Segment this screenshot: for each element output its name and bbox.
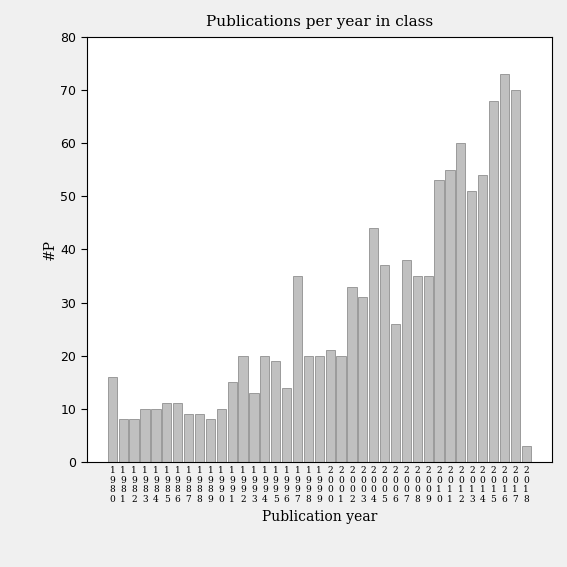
Bar — [227, 382, 237, 462]
Bar — [195, 414, 204, 462]
Bar — [478, 175, 487, 462]
Bar — [260, 356, 269, 462]
Bar — [467, 191, 476, 462]
Bar — [108, 377, 117, 462]
Bar — [489, 101, 498, 462]
Bar — [173, 404, 183, 462]
Bar — [424, 276, 433, 462]
Bar — [271, 361, 280, 462]
Bar — [434, 180, 444, 462]
Bar — [348, 287, 357, 462]
X-axis label: Publication year: Publication year — [261, 510, 377, 524]
Bar — [206, 420, 215, 462]
Bar — [522, 446, 531, 462]
Bar — [511, 90, 520, 462]
Bar — [380, 265, 390, 462]
Bar — [217, 409, 226, 462]
Bar — [151, 409, 160, 462]
Bar — [141, 409, 150, 462]
Y-axis label: #P: #P — [43, 239, 57, 260]
Bar — [249, 393, 259, 462]
Bar — [391, 324, 400, 462]
Bar — [413, 276, 422, 462]
Bar — [282, 387, 291, 462]
Bar — [162, 404, 171, 462]
Bar — [325, 350, 335, 462]
Bar — [500, 74, 509, 462]
Bar — [402, 260, 411, 462]
Bar — [184, 414, 193, 462]
Bar — [358, 297, 367, 462]
Bar — [456, 143, 466, 462]
Bar — [119, 420, 128, 462]
Bar — [304, 356, 313, 462]
Bar — [293, 276, 302, 462]
Bar — [129, 420, 139, 462]
Title: Publications per year in class: Publications per year in class — [206, 15, 433, 29]
Bar — [315, 356, 324, 462]
Bar — [369, 229, 378, 462]
Bar — [336, 356, 346, 462]
Bar — [238, 356, 248, 462]
Bar — [445, 170, 455, 462]
